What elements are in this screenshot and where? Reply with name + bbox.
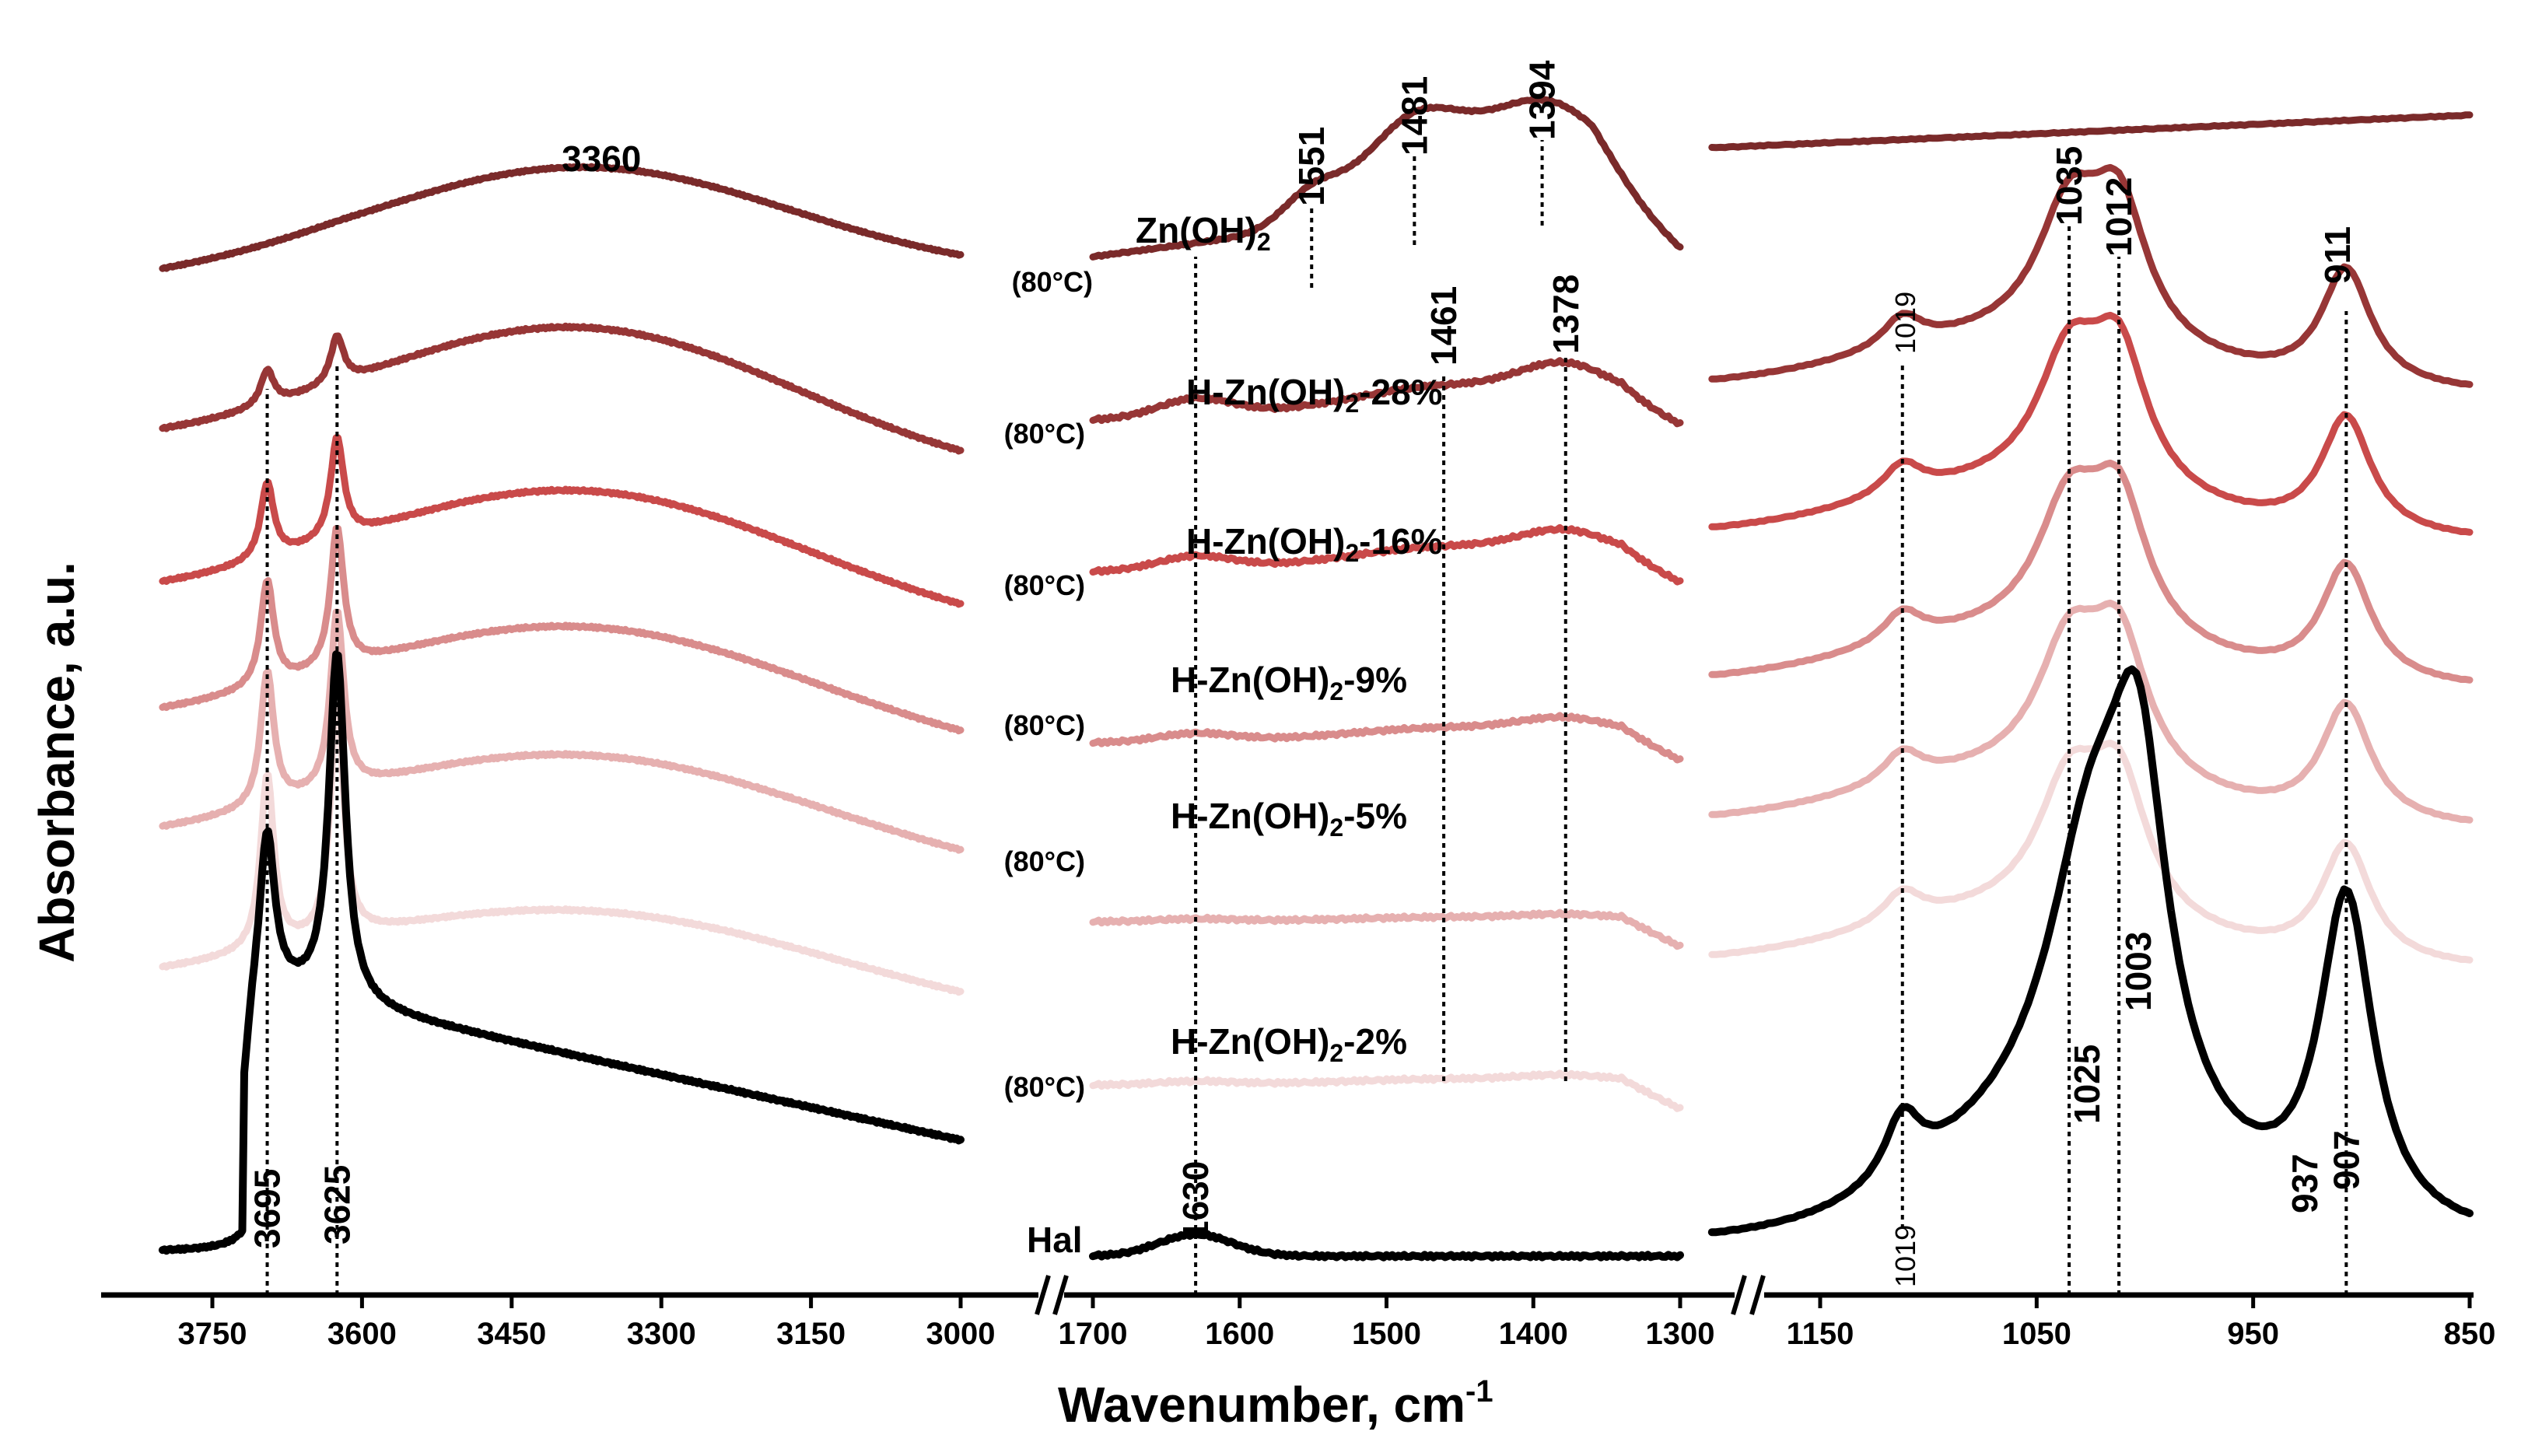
series-labels: Zn(OH)2 (80°C) H-Zn(OH)2-28% (80°C) H-Zn(OH)… [1004,210,1443,1260]
x-tick-label-3300: 3300 [627,1317,696,1351]
x-tick-label-1700: 1700 [1059,1317,1128,1351]
series-line-0-left [159,163,965,272]
x-tick-label-1600: 1600 [1205,1317,1274,1351]
peak-label-3695: 3695 [247,1169,288,1248]
peak-label-1003: 1003 [2118,932,2159,1011]
series-line-5-right [1708,739,2474,964]
x-axis: 3750 3600 3450 3300 3150 3000 1700 1600 1500 1400… [101,1275,2496,1351]
series-temp-2: (80°C) [1004,569,1085,601]
series-line-6-left [158,650,965,1255]
x-tick-label-3750: 3750 [178,1317,247,1351]
x-tick-label-3600: 3600 [327,1317,397,1351]
series-line-1-middle [1089,357,1684,428]
x-ticks: 3750 3600 3450 3300 3150 3000 1700 1600 1500 1400… [178,1295,2496,1351]
peak-label-1019: 1019 [1889,292,1921,354]
series-line-5-left [159,702,965,996]
x-tick-label-3000: 3000 [926,1317,996,1351]
series-line-3-left [159,525,965,735]
axis-break-left [1035,1275,1069,1315]
peak-label-911: 911 [2317,226,2358,284]
series-line-5-middle [1089,1069,1684,1112]
series-temp-0: (80°C) [1012,266,1093,298]
peak-label-1630: 1630 [1175,1161,1216,1241]
x-axis-title-main: Wavenumber, cm [1058,1377,1465,1433]
peak-label-907: 907 [2326,1130,2366,1190]
x-tick-label-3450: 3450 [477,1317,546,1351]
series-label-5: H-Zn(OH)2-2% [1171,1021,1407,1067]
peak-label-1378: 1378 [1546,275,1586,354]
peak-label-1394: 1394 [1522,60,1563,140]
series-line-4-middle [1089,908,1684,950]
x-axis-title: Wavenumber, cm-1 [1058,1374,1493,1433]
series-label-2: H-Zn(OH)2-16% [1186,521,1443,567]
series-line-0-right [1708,111,2474,152]
series-label-3: H-Zn(OH)2-9% [1171,660,1407,705]
peak-label-1551: 1551 [1291,127,1332,206]
series-line-6-middle [1089,1229,1684,1262]
series-label-6: Hal [1027,1220,1083,1260]
x-tick-label-950: 950 [2227,1317,2279,1351]
series-line-0-middle [1089,95,1684,261]
series-line-2-middle [1089,523,1684,586]
series-line-2-right [1708,311,2474,536]
series-line-4-left [159,608,965,854]
series-line-3-middle [1089,712,1684,764]
x-tick-label-3150: 3150 [776,1317,846,1351]
x-tick-label-1300: 1300 [1646,1317,1715,1351]
series-temp-4: (80°C) [1004,845,1085,877]
series-temp-3: (80°C) [1004,709,1085,741]
peak-label-1481: 1481 [1394,76,1434,156]
series-temp-1: (80°C) [1004,418,1085,450]
spectra-curves [158,95,2474,1262]
peak-label-937: 937 [2285,1153,2325,1213]
peak-guide-lines [265,140,2348,1295]
peak-label-3625: 3625 [317,1165,357,1244]
series-temp-5: (80°C) [1004,1071,1085,1103]
x-tick-label-1050: 1050 [2002,1317,2071,1351]
peak-label-1035: 1035 [2049,146,2089,226]
series-label-4: H-Zn(OH)2-5% [1171,796,1407,842]
peak-label-1461: 1461 [1423,286,1464,366]
series-line-6-right [1707,665,2474,1237]
series-line-1-right [1708,163,2474,388]
series-line-4-right [1708,599,2474,824]
x-tick-label-1150: 1150 [1787,1317,1854,1351]
peak-label-1025: 1025 [2067,1045,2107,1124]
peak-label-1019: 1019 [1889,1225,1921,1287]
x-tick-label-850: 850 [2444,1317,2496,1351]
series-line-1-left [159,322,965,455]
series-label-0: Zn(OH)2 [1136,210,1271,256]
x-tick-label-1500: 1500 [1352,1317,1421,1351]
axis-break-right [1731,1275,1766,1315]
x-axis-title-sup: -1 [1465,1374,1493,1409]
peak-labels: 3360 3695 3625 1551 1481 1394 1461 1378 1630 1035… [247,60,2367,1287]
y-axis-title: Absorbance, a.u. [29,562,85,963]
series-line-2-left [159,434,965,608]
peak-label-3360: 3360 [562,138,641,179]
series-line-3-right [1708,459,2474,684]
x-tick-label-1400: 1400 [1499,1317,1568,1351]
peak-label-1012: 1012 [2099,177,2139,257]
series-label-1: H-Zn(OH)2-28% [1186,372,1443,418]
